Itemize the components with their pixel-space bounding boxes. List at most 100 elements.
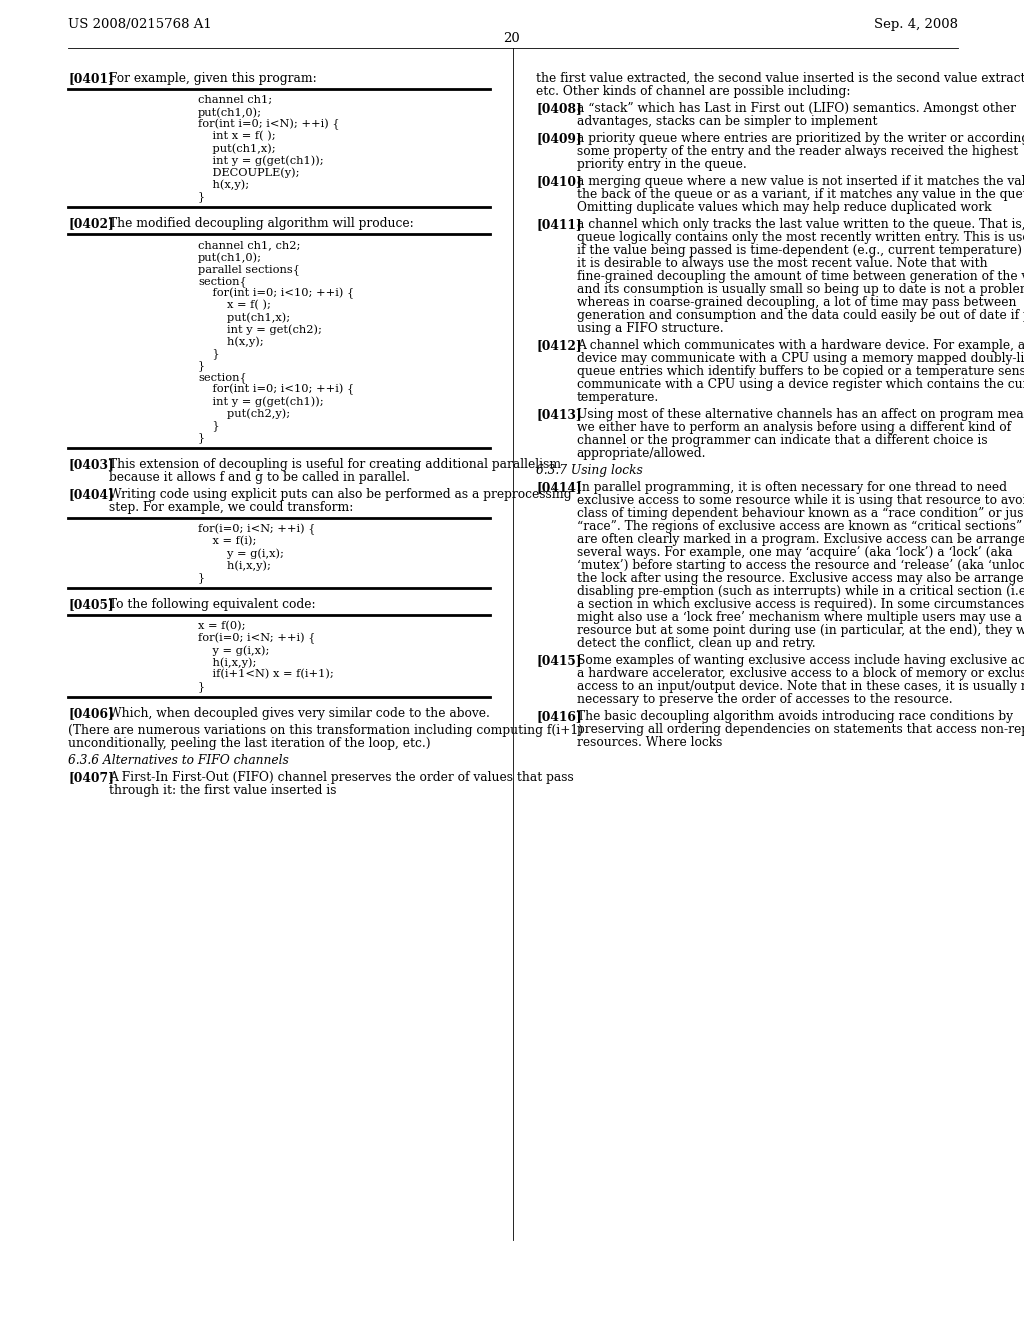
Text: The basic decoupling algorithm avoids introducing race conditions by: The basic decoupling algorithm avoids in…: [577, 710, 1013, 723]
Text: put(ch1,x);: put(ch1,x);: [198, 143, 275, 153]
Text: section{: section{: [198, 276, 247, 286]
Text: }: }: [198, 681, 205, 692]
Text: resources. Where locks: resources. Where locks: [577, 737, 722, 748]
Text: class of timing dependent behaviour known as a “race condition” or just a: class of timing dependent behaviour know…: [577, 507, 1024, 520]
Text: etc. Other kinds of channel are possible including:: etc. Other kinds of channel are possible…: [536, 84, 851, 98]
Text: [0407]: [0407]: [68, 771, 114, 784]
Text: }: }: [198, 572, 205, 583]
Text: detect the conflict, clean up and retry.: detect the conflict, clean up and retry.: [577, 638, 815, 649]
Text: because it allows f and g to be called in parallel.: because it allows f and g to be called i…: [109, 471, 410, 484]
Text: DECOUPLE(y);: DECOUPLE(y);: [198, 168, 299, 178]
Text: disabling pre-emption (such as interrupts) while in a critical section (i.e.,: disabling pre-emption (such as interrupt…: [577, 585, 1024, 598]
Text: priority entry in the queue.: priority entry in the queue.: [577, 158, 746, 172]
Text: x = f(i);: x = f(i);: [198, 536, 256, 546]
Text: int y = g(get(ch1));: int y = g(get(ch1));: [198, 154, 324, 165]
Text: [0401]: [0401]: [68, 73, 114, 84]
Text: it is desirable to always use the most recent value. Note that with: it is desirable to always use the most r…: [577, 257, 987, 271]
Text: channel ch1;: channel ch1;: [198, 95, 272, 106]
Text: h(x,y);: h(x,y);: [198, 180, 249, 190]
Text: Some examples of wanting exclusive access include having exclusive access to: Some examples of wanting exclusive acces…: [577, 653, 1024, 667]
Text: [0408]: [0408]: [536, 102, 582, 115]
Text: appropriate/allowed.: appropriate/allowed.: [577, 447, 707, 459]
Text: channel ch1, ch2;: channel ch1, ch2;: [198, 240, 300, 249]
Text: (There are numerous variations on this transformation including computing f(i+1): (There are numerous variations on this t…: [68, 723, 583, 737]
Text: The modified decoupling algorithm will produce:: The modified decoupling algorithm will p…: [109, 216, 414, 230]
Text: fine-grained decoupling the amount of time between generation of the value: fine-grained decoupling the amount of ti…: [577, 271, 1024, 282]
Text: }: }: [198, 360, 205, 371]
Text: step. For example, we could transform:: step. For example, we could transform:: [109, 502, 353, 513]
Text: Writing code using explicit puts can also be performed as a preprocessing: Writing code using explicit puts can als…: [109, 488, 571, 502]
Text: Sep. 4, 2008: Sep. 4, 2008: [874, 18, 958, 30]
Text: if(i+1<N) x = f(i+1);: if(i+1<N) x = f(i+1);: [198, 669, 334, 680]
Text: 20: 20: [504, 32, 520, 45]
Text: for(int i=0; i<10; ++i) {: for(int i=0; i<10; ++i) {: [198, 288, 354, 300]
Text: 6.3.6 Alternatives to FIFO channels: 6.3.6 Alternatives to FIFO channels: [68, 754, 289, 767]
Text: 6.3.7 Using locks: 6.3.7 Using locks: [536, 465, 643, 477]
Text: some property of the entry and the reader always received the highest: some property of the entry and the reade…: [577, 145, 1018, 158]
Text: and its consumption is usually small so being up to date is not a problem;: and its consumption is usually small so …: [577, 282, 1024, 296]
Text: Omitting duplicate values which may help reduce duplicated work: Omitting duplicate values which may help…: [577, 201, 991, 214]
Text: channel or the programmer can indicate that a different choice is: channel or the programmer can indicate t…: [577, 434, 987, 447]
Text: the lock after using the resource. Exclusive access may also be arranged by: the lock after using the resource. Exclu…: [577, 572, 1024, 585]
Text: several ways. For example, one may ‘acquire’ (aka ‘lock’) a ‘lock’ (aka: several ways. For example, one may ‘acqu…: [577, 546, 1013, 558]
Text: through it: the first value inserted is: through it: the first value inserted is: [109, 784, 336, 797]
Text: x = f( );: x = f( );: [198, 300, 271, 310]
Text: device may communicate with a CPU using a memory mapped doubly-linked list of: device may communicate with a CPU using …: [577, 352, 1024, 366]
Text: For example, given this program:: For example, given this program:: [109, 73, 316, 84]
Text: parallel sections{: parallel sections{: [198, 264, 300, 275]
Text: resource but at some point during use (in particular, at the end), they will: resource but at some point during use (i…: [577, 624, 1024, 638]
Text: [0402]: [0402]: [68, 216, 114, 230]
Text: In parallel programming, it is often necessary for one thread to need: In parallel programming, it is often nec…: [577, 480, 1007, 494]
Text: y = g(i,x);: y = g(i,x);: [198, 548, 284, 558]
Text: int x = f( );: int x = f( );: [198, 131, 275, 141]
Text: a merging queue where a new value is not inserted if it matches the value at: a merging queue where a new value is not…: [577, 176, 1024, 187]
Text: [0409]: [0409]: [536, 132, 582, 145]
Text: for(i=0; i<N; ++i) {: for(i=0; i<N; ++i) {: [198, 634, 315, 644]
Text: temperature.: temperature.: [577, 391, 658, 404]
Text: put(ch1,x);: put(ch1,x);: [198, 312, 290, 322]
Text: using a FIFO structure.: using a FIFO structure.: [577, 322, 723, 335]
Text: h(i,x,y);: h(i,x,y);: [198, 560, 271, 570]
Text: put(ch2,y);: put(ch2,y);: [198, 408, 290, 418]
Text: }: }: [198, 348, 219, 359]
Text: exclusive access to some resource while it is using that resource to avoid a: exclusive access to some resource while …: [577, 494, 1024, 507]
Text: queue entries which identify buffers to be copied or a temperature sensor may: queue entries which identify buffers to …: [577, 366, 1024, 378]
Text: [0415]: [0415]: [536, 653, 582, 667]
Text: int y = get(ch2);: int y = get(ch2);: [198, 323, 322, 334]
Text: communicate with a CPU using a device register which contains the current: communicate with a CPU using a device re…: [577, 378, 1024, 391]
Text: a hardware accelerator, exclusive access to a block of memory or exclusive: a hardware accelerator, exclusive access…: [577, 667, 1024, 680]
Text: a section in which exclusive access is required). In some circumstances, one: a section in which exclusive access is r…: [577, 598, 1024, 611]
Text: for(int i=0; i<N); ++i) {: for(int i=0; i<N); ++i) {: [198, 119, 340, 131]
Text: [0411]: [0411]: [536, 218, 582, 231]
Text: the back of the queue or as a variant, if it matches any value in the queue.: the back of the queue or as a variant, i…: [577, 187, 1024, 201]
Text: [0416]: [0416]: [536, 710, 582, 723]
Text: necessary to preserve the order of accesses to the resource.: necessary to preserve the order of acces…: [577, 693, 952, 706]
Text: [0405]: [0405]: [68, 598, 114, 611]
Text: [0403]: [0403]: [68, 458, 114, 471]
Text: [0410]: [0410]: [536, 176, 582, 187]
Text: This extension of decoupling is useful for creating additional parallelism: This extension of decoupling is useful f…: [109, 458, 561, 471]
Text: [0413]: [0413]: [536, 408, 582, 421]
Text: we either have to perform an analysis before using a different kind of: we either have to perform an analysis be…: [577, 421, 1011, 434]
Text: Which, when decoupled gives very similar code to the above.: Which, when decoupled gives very similar…: [109, 708, 489, 719]
Text: A channel which communicates with a hardware device. For example, a DMA: A channel which communicates with a hard…: [577, 339, 1024, 352]
Text: if the value being passed is time-dependent (e.g., current temperature) and: if the value being passed is time-depend…: [577, 244, 1024, 257]
Text: for(int i=0; i<10; ++i) {: for(int i=0; i<10; ++i) {: [198, 384, 354, 396]
Text: x = f(0);: x = f(0);: [198, 620, 246, 631]
Text: whereas in coarse-grained decoupling, a lot of time may pass between: whereas in coarse-grained decoupling, a …: [577, 296, 1016, 309]
Text: y = g(i,x);: y = g(i,x);: [198, 645, 269, 656]
Text: queue logically contains only the most recently written entry. This is useful: queue logically contains only the most r…: [577, 231, 1024, 244]
Text: [0412]: [0412]: [536, 339, 582, 352]
Text: [0406]: [0406]: [68, 708, 114, 719]
Text: for(i=0; i<N; ++i) {: for(i=0; i<N; ++i) {: [198, 524, 315, 536]
Text: }: }: [198, 432, 205, 442]
Text: are often clearly marked in a program. Exclusive access can be arranged in: are often clearly marked in a program. E…: [577, 533, 1024, 546]
Text: a priority queue where entries are prioritized by the writer or according to: a priority queue where entries are prior…: [577, 132, 1024, 145]
Text: section{: section{: [198, 372, 247, 383]
Text: h(i,x,y);: h(i,x,y);: [198, 657, 256, 668]
Text: a “stack” which has Last in First out (LIFO) semantics. Amongst other: a “stack” which has Last in First out (L…: [577, 102, 1016, 115]
Text: a channel which only tracks the last value written to the queue. That is, the: a channel which only tracks the last val…: [577, 218, 1024, 231]
Text: preserving all ordering dependencies on statements that access non-replicated: preserving all ordering dependencies on …: [577, 723, 1024, 737]
Text: “race”. The regions of exclusive access are known as “critical sections” and: “race”. The regions of exclusive access …: [577, 520, 1024, 533]
Text: A First-In First-Out (FIFO) channel preserves the order of values that pass: A First-In First-Out (FIFO) channel pres…: [109, 771, 573, 784]
